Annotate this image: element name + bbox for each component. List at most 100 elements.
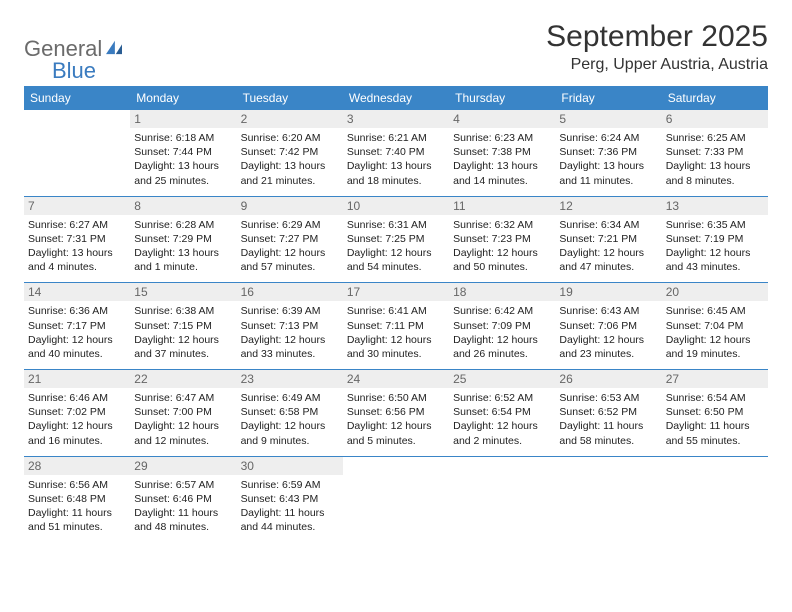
day-number: 29 <box>130 457 236 475</box>
calendar-table: SundayMondayTuesdayWednesdayThursdayFrid… <box>24 86 768 542</box>
day-number: 6 <box>662 110 768 128</box>
day-number: 28 <box>24 457 130 475</box>
empty-cell <box>343 456 449 542</box>
day-details: Sunrise: 6:59 AMSunset: 6:43 PMDaylight:… <box>241 478 339 535</box>
day-details: Sunrise: 6:53 AMSunset: 6:52 PMDaylight:… <box>559 391 657 448</box>
day-details: Sunrise: 6:27 AMSunset: 7:31 PMDaylight:… <box>28 218 126 275</box>
day-cell: 12Sunrise: 6:34 AMSunset: 7:21 PMDayligh… <box>555 196 661 283</box>
day-number: 20 <box>662 283 768 301</box>
day-cell: 21 Sunrise: 6:46 AMSunset: 7:02 PMDayligh… <box>24 370 130 457</box>
day-details: Sunrise: 6:52 AMSunset: 6:54 PMDaylight:… <box>453 391 551 448</box>
calendar-body: 1 Sunrise: 6:18 AMSunset: 7:44 PMDaylight… <box>24 110 768 542</box>
logo-sail-icon-2 <box>104 39 124 60</box>
day-details: Sunrise: 6:56 AMSunset: 6:48 PMDaylight:… <box>28 478 126 535</box>
day-number: 14 <box>24 283 130 301</box>
day-number: 19 <box>555 283 661 301</box>
empty-cell <box>449 456 555 542</box>
day-cell: 6 Sunrise: 6:25 AMSunset: 7:33 PMDaylight… <box>662 110 768 196</box>
day-cell: 29 Sunrise: 6:57 AMSunset: 6:46 PMDayligh… <box>130 456 236 542</box>
day-cell: 9 Sunrise: 6:29 AMSunset: 7:27 PMDaylight… <box>237 196 343 283</box>
day-details: Sunrise: 6:20 AMSunset: 7:42 PMDaylight:… <box>241 131 339 188</box>
day-number: 4 <box>449 110 555 128</box>
empty-cell <box>555 456 661 542</box>
weekday-header-row: SundayMondayTuesdayWednesdayThursdayFrid… <box>24 86 768 110</box>
day-cell: 8 Sunrise: 6:28 AMSunset: 7:29 PMDaylight… <box>130 196 236 283</box>
day-cell: 22 Sunrise: 6:47 AMSunset: 7:00 PMDayligh… <box>130 370 236 457</box>
day-cell: 11 Sunrise: 6:32 AMSunset: 7:23 PMDayligh… <box>449 196 555 283</box>
weekday-header: Wednesday <box>343 86 449 110</box>
day-cell: 10Sunrise: 6:31 AMSunset: 7:25 PMDayligh… <box>343 196 449 283</box>
weekday-header: Sunday <box>24 86 130 110</box>
day-details: Sunrise: 6:46 AMSunset: 7:02 PMDaylight:… <box>28 391 126 448</box>
day-cell: 19 Sunrise: 6:43 AMSunset: 7:06 PMDayligh… <box>555 283 661 370</box>
day-details: Sunrise: 6:28 AMSunset: 7:29 PMDaylight:… <box>134 218 232 275</box>
empty-cell <box>662 456 768 542</box>
day-number: 12 <box>555 197 661 215</box>
day-details: Sunrise: 6:32 AMSunset: 7:23 PMDaylight:… <box>453 218 551 275</box>
day-cell: 20 Sunrise: 6:45 AMSunset: 7:04 PMDayligh… <box>662 283 768 370</box>
day-details: Sunrise: 6:18 AMSunset: 7:44 PMDaylight:… <box>134 131 232 188</box>
day-details: Sunrise: 6:29 AMSunset: 7:27 PMDaylight:… <box>241 218 339 275</box>
day-number: 21 <box>24 370 130 388</box>
day-number: 1 <box>130 110 236 128</box>
day-number: 23 <box>237 370 343 388</box>
day-cell: 27 Sunrise: 6:54 AMSunset: 6:50 PMDayligh… <box>662 370 768 457</box>
calendar-page: General September 2025 Perg, Upper Austr… <box>0 0 792 562</box>
day-cell: 3 Sunrise: 6:21 AMSunset: 7:40 PMDaylight… <box>343 110 449 196</box>
day-details: Sunrise: 6:57 AMSunset: 6:46 PMDaylight:… <box>134 478 232 535</box>
day-number: 18 <box>449 283 555 301</box>
day-number: 15 <box>130 283 236 301</box>
day-number: 27 <box>662 370 768 388</box>
weekday-header: Tuesday <box>237 86 343 110</box>
day-details: Sunrise: 6:25 AMSunset: 7:33 PMDaylight:… <box>666 131 764 188</box>
day-details: Sunrise: 6:47 AMSunset: 7:00 PMDaylight:… <box>134 391 232 448</box>
location: Perg, Upper Austria, Austria <box>546 56 768 74</box>
day-details: Sunrise: 6:43 AMSunset: 7:06 PMDaylight:… <box>559 304 657 361</box>
weekday-header: Thursday <box>449 86 555 110</box>
day-cell: 7Sunrise: 6:27 AMSunset: 7:31 PMDaylight… <box>24 196 130 283</box>
empty-cell <box>24 110 130 196</box>
day-details: Sunrise: 6:39 AMSunset: 7:13 PMDaylight:… <box>241 304 339 361</box>
day-cell: 24Sunrise: 6:50 AMSunset: 6:56 PMDayligh… <box>343 370 449 457</box>
day-details: Sunrise: 6:54 AMSunset: 6:50 PMDaylight:… <box>666 391 764 448</box>
day-cell: 18 Sunrise: 6:42 AMSunset: 7:09 PMDayligh… <box>449 283 555 370</box>
day-details: Sunrise: 6:31 AMSunset: 7:25 PMDaylight:… <box>347 218 445 275</box>
day-cell: 23 Sunrise: 6:49 AMSunset: 6:58 PMDayligh… <box>237 370 343 457</box>
weekday-header: Monday <box>130 86 236 110</box>
day-details: Sunrise: 6:45 AMSunset: 7:04 PMDaylight:… <box>666 304 764 361</box>
day-details: Sunrise: 6:50 AMSunset: 6:56 PMDaylight:… <box>347 391 445 448</box>
day-number: 22 <box>130 370 236 388</box>
day-number: 16 <box>237 283 343 301</box>
day-number: 30 <box>237 457 343 475</box>
day-details: Sunrise: 6:24 AMSunset: 7:36 PMDaylight:… <box>559 131 657 188</box>
day-number: 26 <box>555 370 661 388</box>
logo-text-blue: Blue <box>52 58 96 84</box>
weekday-header: Friday <box>555 86 661 110</box>
day-number: 11 <box>449 197 555 215</box>
day-cell: 30 Sunrise: 6:59 AMSunset: 6:43 PMDayligh… <box>237 456 343 542</box>
day-cell: 2Sunrise: 6:20 AMSunset: 7:42 PMDaylight… <box>237 110 343 196</box>
day-details: Sunrise: 6:36 AMSunset: 7:17 PMDaylight:… <box>28 304 126 361</box>
day-cell: 25Sunrise: 6:52 AMSunset: 6:54 PMDayligh… <box>449 370 555 457</box>
day-cell: 17Sunrise: 6:41 AMSunset: 7:11 PMDayligh… <box>343 283 449 370</box>
day-cell: 13 Sunrise: 6:35 AMSunset: 7:19 PMDayligh… <box>662 196 768 283</box>
day-cell: 1 Sunrise: 6:18 AMSunset: 7:44 PMDaylight… <box>130 110 236 196</box>
day-details: Sunrise: 6:21 AMSunset: 7:40 PMDaylight:… <box>347 131 445 188</box>
day-number: 13 <box>662 197 768 215</box>
day-details: Sunrise: 6:38 AMSunset: 7:15 PMDaylight:… <box>134 304 232 361</box>
day-details: Sunrise: 6:23 AMSunset: 7:38 PMDaylight:… <box>453 131 551 188</box>
day-number: 9 <box>237 197 343 215</box>
day-details: Sunrise: 6:41 AMSunset: 7:11 PMDaylight:… <box>347 304 445 361</box>
day-details: Sunrise: 6:42 AMSunset: 7:09 PMDaylight:… <box>453 304 551 361</box>
day-number: 3 <box>343 110 449 128</box>
header: General September 2025 Perg, Upper Austr… <box>24 20 768 74</box>
day-cell: 14 Sunrise: 6:36 AMSunset: 7:17 PMDayligh… <box>24 283 130 370</box>
day-number: 8 <box>130 197 236 215</box>
day-cell: 26 Sunrise: 6:53 AMSunset: 6:52 PMDayligh… <box>555 370 661 457</box>
day-details: Sunrise: 6:49 AMSunset: 6:58 PMDaylight:… <box>241 391 339 448</box>
day-cell: 15 Sunrise: 6:38 AMSunset: 7:15 PMDayligh… <box>130 283 236 370</box>
day-details: Sunrise: 6:35 AMSunset: 7:19 PMDaylight:… <box>666 218 764 275</box>
day-cell: 5Sunrise: 6:24 AMSunset: 7:36 PMDaylight… <box>555 110 661 196</box>
month-title: September 2025 <box>546 20 768 54</box>
day-cell: 16 Sunrise: 6:39 AMSunset: 7:13 PMDayligh… <box>237 283 343 370</box>
